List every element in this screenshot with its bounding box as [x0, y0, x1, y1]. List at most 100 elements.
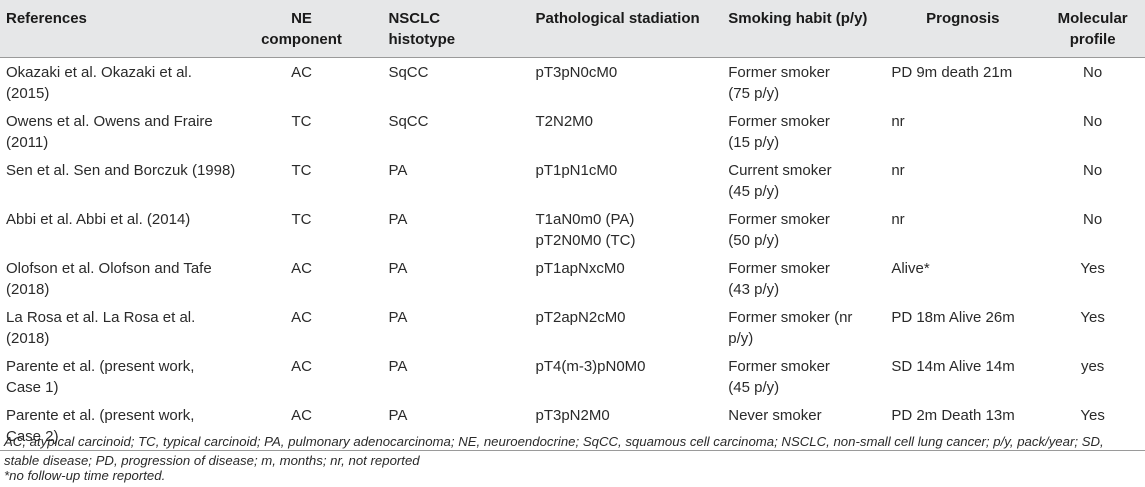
- cell-stadiation-line: pT4(m-3)pN0M0: [535, 358, 646, 375]
- cell-reference: Okazaki et al. Okazaki et al. (2015): [0, 58, 245, 108]
- cell-stadiation: pT1pN1cM0: [529, 156, 722, 205]
- cell-prognosis: PD 18m Alive 26m: [891, 309, 1015, 326]
- cell-stadiation-line: pT3pN2M0: [535, 407, 610, 424]
- cell-histotype: PA: [388, 309, 408, 326]
- cell-smoking-habit: Former smoker (43 p/y): [722, 254, 885, 303]
- cell-reference-line: Okazaki et al. Okazaki et al. (2015): [6, 64, 192, 102]
- cell-prognosis: Alive*: [891, 260, 930, 277]
- header-mol-line2: profile: [1069, 31, 1116, 48]
- cell-smoking-habit-line: Former smoker: [728, 113, 830, 130]
- cell-reference-line: La Rosa et al. La Rosa et al. (2018): [6, 309, 196, 347]
- cell-reference: Owens et al. Owens and Fraire (2011): [0, 107, 245, 156]
- cell-molecular-profile: No: [1083, 64, 1103, 81]
- header-mol-line1: Molecular: [1057, 10, 1128, 27]
- cell-prognosis: PD 2m Death 13m: [885, 401, 1041, 451]
- cell-smoking-habit-line: (45 p/y): [728, 379, 780, 396]
- cell-smoking-habit-line: (45 p/y): [728, 183, 780, 200]
- cell-smoking-habit-line: Never smoker: [728, 407, 822, 424]
- cell-reference: Abbi et al. Abbi et al. (2014): [0, 205, 245, 254]
- header-smoking-habit: Smoking habit (p/y): [722, 0, 886, 58]
- table-row: La Rosa et al. La Rosa et al. (2018) AC PA…: [0, 303, 1145, 352]
- cell-ne-component: TC: [291, 113, 312, 130]
- cell-prognosis: SD 14m Alive 14m: [891, 358, 1015, 375]
- table-header: References NE component NSCLC histotype Pa…: [0, 0, 1145, 58]
- header-ne-line2: component: [261, 31, 342, 48]
- cell-smoking-habit: Former smoker (nr p/y): [722, 303, 885, 352]
- cell-molecular-profile: No: [1083, 211, 1103, 228]
- cell-reference: Sen et al. Sen and Borczuk (1998): [0, 156, 245, 205]
- cell-reference-line: Parente et al. (present work,: [6, 358, 195, 375]
- cell-reference-line: Case 2): [6, 428, 59, 445]
- cell-reference-line: Owens et al. Owens and Fraire: [6, 113, 213, 130]
- cell-stadiation: pT2apN2cM0: [529, 303, 722, 352]
- cell-smoking-habit: Former smoker (50 p/y): [722, 205, 885, 254]
- cell-smoking-habit: Former smoker (15 p/y): [722, 107, 885, 156]
- table-row: Parente et al. (present work, Case 1) AC PA…: [0, 352, 1145, 401]
- cell-reference-line: Sen et al. Sen and Borczuk (1998): [6, 162, 236, 179]
- cell-molecular-profile: Yes: [1080, 309, 1105, 326]
- cell-smoking-habit: Former smoker (75 p/y): [722, 58, 885, 108]
- cell-histotype: SqCC: [388, 64, 429, 81]
- cell-reference-line: Case 1): [6, 379, 59, 396]
- footnote-abbreviations: AC, atypical carcinoid; TC, typical carc…: [4, 434, 1104, 468]
- cell-reference-line: Abbi et al. Abbi et al. (2014): [6, 211, 191, 228]
- cell-histotype: SqCC: [388, 113, 429, 130]
- cell-smoking-habit: Current smoker (45 p/y): [722, 156, 885, 205]
- header-nsclc-histotype: NSCLC histotype: [358, 0, 530, 58]
- cell-smoking-habit-line: Former smoker: [728, 260, 830, 277]
- cell-stadiation-line: T1aN0m0 (PA): [535, 211, 635, 228]
- cell-stadiation-line: pT2apN2cM0: [535, 309, 626, 326]
- table-row: Parente et al. (present work, Case 2) AC PA…: [0, 401, 1145, 451]
- cell-prognosis: nr: [891, 211, 905, 228]
- table-row: Olofson et al. Olofson and Tafe (2018) AC P…: [0, 254, 1145, 303]
- cell-smoking-habit-line: (15 p/y): [728, 134, 780, 151]
- footnote-asterisk: *no follow-up time reported.: [4, 468, 166, 483]
- cell-molecular-profile: No: [1083, 113, 1103, 130]
- cell-stadiation-line: pT1pN1cM0: [535, 162, 618, 179]
- cell-smoking-habit-line: (50 p/y): [728, 232, 780, 249]
- cell-ne-component: TC: [291, 162, 312, 179]
- cell-stadiation-line: pT3pN0cM0: [535, 64, 618, 81]
- cell-smoking-habit-line: Former smoker (nr: [728, 309, 853, 326]
- cell-stadiation-line: pT2N0M0 (TC): [535, 232, 636, 249]
- cell-prognosis: nr: [891, 113, 905, 130]
- cell-smoking-habit-line: (75 p/y): [728, 85, 780, 102]
- cell-ne-component: AC: [291, 358, 312, 375]
- table-row: Owens et al. Owens and Fraire (2011) TC SqC…: [0, 107, 1145, 156]
- cell-reference: La Rosa et al. La Rosa et al. (2018): [0, 303, 245, 352]
- cell-smoking-habit-line: Current smoker: [728, 162, 832, 179]
- cell-stadiation-line: pT1apNxcM0: [535, 260, 625, 277]
- table-body: Okazaki et al. Okazaki et al. (2015) AC Sq…: [0, 58, 1145, 451]
- cell-reference: Olofson et al. Olofson and Tafe (2018): [0, 254, 245, 303]
- cell-histotype: PA: [388, 162, 408, 179]
- cell-smoking-habit-line: Former smoker: [728, 358, 830, 375]
- table-row: Sen et al. Sen and Borczuk (1998) TC PA pT1…: [0, 156, 1145, 205]
- cell-molecular-profile: Yes: [1080, 260, 1105, 277]
- cell-stadiation: T1aN0m0 (PA) pT2N0M0 (TC): [529, 205, 722, 254]
- cell-smoking-habit-line: (43 p/y): [728, 281, 780, 298]
- cell-histotype: PA: [388, 260, 408, 277]
- cell-smoking-habit-line: Former smoker: [728, 211, 830, 228]
- cell-smoking-habit-line: p/y): [728, 330, 754, 347]
- cell-prognosis: nr: [891, 162, 905, 179]
- header-ne-line1: NE: [291, 10, 312, 27]
- cell-molecular-profile: Yes: [1040, 401, 1145, 451]
- header-prognosis: Prognosis: [885, 0, 1041, 58]
- cell-ne-component: AC: [291, 309, 312, 326]
- cell-stadiation: pT3pN2M0: [529, 401, 723, 451]
- cell-stadiation: pT1apNxcM0: [529, 254, 722, 303]
- header-pathological-stadiation: Pathological stadiation: [529, 0, 723, 58]
- header-hist-line2: histotype: [388, 31, 456, 48]
- cell-reference-line: (2011): [6, 134, 49, 151]
- cell-reference-line: Parente et al. (present work,: [6, 407, 195, 424]
- cell-reference-line: Olofson et al. Olofson and Tafe: [6, 260, 212, 277]
- cell-smoking-habit: Former smoker (45 p/y): [722, 352, 885, 401]
- header-hist-line1: NSCLC: [388, 10, 441, 27]
- cell-stadiation: pT4(m-3)pN0M0: [529, 352, 722, 401]
- cell-histotype: PA: [388, 211, 408, 228]
- header-references: References: [0, 0, 245, 58]
- cell-ne-component: AC: [291, 260, 312, 277]
- table-row: Abbi et al. Abbi et al. (2014) TC PA T1aN0m…: [0, 205, 1145, 254]
- cell-smoking-habit-line: Former smoker: [728, 64, 830, 81]
